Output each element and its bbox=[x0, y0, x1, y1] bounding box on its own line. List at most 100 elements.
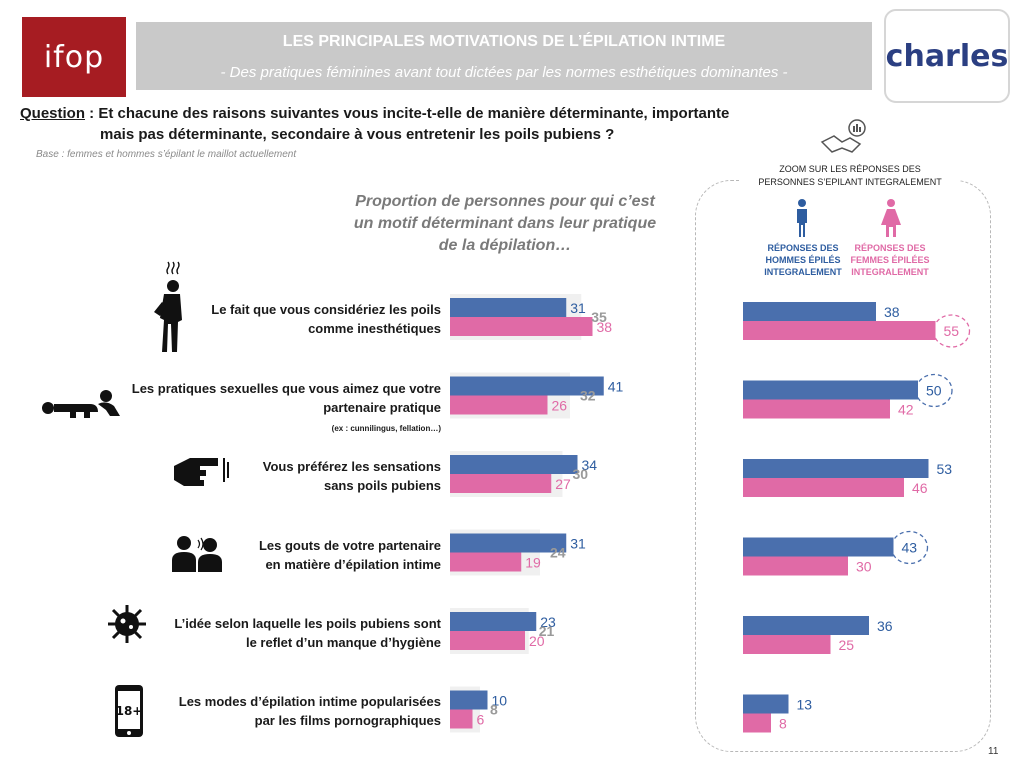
zoom-women-value-label: 55 bbox=[944, 323, 960, 339]
highlight-circle bbox=[932, 314, 971, 348]
headline-line3: de la dépilation… bbox=[438, 237, 572, 254]
men-value-label: 31 bbox=[570, 536, 586, 552]
zoom-women-value-label: 42 bbox=[898, 402, 914, 418]
header-band bbox=[136, 22, 872, 90]
total-value-label: 21 bbox=[539, 623, 555, 639]
zoom-women-bar bbox=[743, 399, 890, 419]
zoom-men-bar bbox=[743, 459, 929, 478]
zoom-women-bar bbox=[743, 556, 848, 576]
row-label-2-note: (ex : cunnilingus, fellation…) bbox=[331, 424, 441, 433]
zoom-men-bar bbox=[743, 537, 894, 557]
total-value-label: 24 bbox=[550, 545, 566, 561]
row-label-3-line2: sans poils pubiens bbox=[323, 478, 441, 493]
headline-line2: un motif déterminant dans leur pratique bbox=[353, 215, 657, 232]
women-bar bbox=[450, 631, 525, 650]
ifop-logo-text: ifop bbox=[43, 39, 105, 75]
men-bar bbox=[450, 298, 567, 317]
men-value-label: 41 bbox=[608, 379, 624, 395]
adult-18-phone-icon: 18+ bbox=[115, 685, 143, 737]
zoom-women-value-label: 30 bbox=[856, 559, 872, 575]
highlight-circle bbox=[890, 530, 929, 565]
zoom-women-value-label: 8 bbox=[779, 716, 787, 732]
row-label-1-line2: comme inesthétiques bbox=[308, 321, 441, 336]
zoom-men-bar bbox=[743, 380, 918, 400]
zoom-men-value-label: 38 bbox=[884, 304, 900, 320]
men-bar bbox=[450, 376, 604, 396]
men-bar bbox=[450, 455, 578, 474]
zoom-title-line1: ZOOM SUR LES RÉPONSES DES bbox=[779, 164, 921, 174]
total-value-label: 8 bbox=[490, 702, 498, 718]
zoom-women-bar bbox=[743, 713, 771, 733]
sexual-practice-icon bbox=[42, 390, 120, 418]
headline-line1: Proportion de personnes pour qui c’est bbox=[355, 193, 655, 210]
women-label-line2: FEMMES ÉPILÉES bbox=[850, 255, 930, 265]
zoom-bar-chart: 38 55 50 42 53 46 43 30 36 25 13 8 bbox=[743, 302, 971, 733]
ifop-logo: ifop bbox=[22, 17, 126, 97]
zoom-title: ZOOM SUR LES RÉPONSES DES PERSONNES S’EP… bbox=[740, 163, 960, 189]
zoom-men-value-label: 53 bbox=[937, 461, 953, 477]
zoom-title-line2: PERSONNES S’EPILANT INTEGRALEMENT bbox=[758, 177, 942, 187]
chart-headline: Proportion de personnes pour qui c’est u… bbox=[320, 191, 690, 257]
total-value-label: 30 bbox=[573, 466, 589, 482]
men-label-line1: RÉPONSES DES bbox=[767, 243, 839, 253]
women-value-label: 19 bbox=[525, 555, 541, 571]
highlight-circle bbox=[915, 373, 953, 408]
page-number: 11 bbox=[988, 746, 999, 757]
charles-logo: charles bbox=[884, 9, 1010, 103]
women-bar bbox=[450, 552, 522, 572]
svg-text:18+: 18+ bbox=[116, 704, 143, 718]
row-label-4-line1: Les gouts de votre partenaire bbox=[258, 538, 441, 553]
total-value-label: 32 bbox=[580, 388, 596, 404]
zoom-women-value-label: 46 bbox=[912, 480, 928, 496]
total-value-label: 35 bbox=[591, 309, 607, 325]
zoom-men-value-label: 43 bbox=[902, 540, 918, 556]
page-subtitle: - Des pratiques féminines avant tout dic… bbox=[220, 64, 788, 81]
row-label-3-line1: Vous préférez les sensations bbox=[262, 459, 441, 474]
row-label-2-line1: Les pratiques sexuelles que vous aimez q… bbox=[131, 381, 441, 396]
shaving-man-icon bbox=[154, 261, 182, 352]
row-label-5: L’idée selon laquelle les poils pubiens … bbox=[174, 614, 441, 652]
zoom-men-bar bbox=[743, 616, 869, 635]
men-value-label: 10 bbox=[492, 693, 508, 709]
row-label-6: Les modes d’épilation intime popularisée… bbox=[179, 692, 441, 730]
women-label-line3: INTEGRALEMENT bbox=[851, 267, 929, 277]
row-label-3: Vous préférez les sensations sans poils … bbox=[263, 457, 441, 495]
women-bar bbox=[450, 317, 593, 336]
row-label-2: Les pratiques sexuelles que vous aimez q… bbox=[132, 379, 441, 438]
men-label-line2: HOMMES ÉPILÉS bbox=[765, 255, 841, 265]
question-line1: : Et chacune des raisons suivantes vous … bbox=[85, 105, 730, 122]
row-label-1: Le fait que vous considériez les poils c… bbox=[211, 300, 441, 338]
zoom-men-bar bbox=[743, 302, 876, 321]
zoom-women-bar bbox=[743, 635, 831, 654]
women-value-label: 6 bbox=[477, 712, 485, 728]
man-icon bbox=[797, 199, 807, 237]
base-note: Base : femmes et hommes s’épilant le mai… bbox=[36, 149, 297, 160]
women-label-line1: RÉPONSES DES bbox=[854, 243, 926, 253]
row-label-4: Les gouts de votre partenaire en matière… bbox=[259, 536, 441, 574]
men-bar bbox=[450, 533, 567, 553]
row-label-5-line1: L’idée selon laquelle les poils pubiens … bbox=[174, 616, 441, 631]
row-label-5-line2: le reflet d’un manque d’hygiène bbox=[245, 635, 441, 650]
charles-logo-text: charles bbox=[885, 38, 1009, 74]
couple-icon bbox=[172, 536, 222, 572]
women-series-label: RÉPONSES DES FEMMES ÉPILÉES INTEGRALEMEN… bbox=[845, 242, 935, 278]
zoom-men-value-label: 36 bbox=[877, 618, 893, 634]
women-bar bbox=[450, 709, 473, 729]
woman-icon bbox=[881, 199, 901, 237]
question-label: Question bbox=[20, 105, 86, 122]
women-bar bbox=[450, 395, 548, 415]
row-label-1-line1: Le fait que vous considériez les poils bbox=[211, 302, 441, 317]
question: Question : Et chacune des raisons suivan… bbox=[20, 103, 780, 145]
men-value-label: 34 bbox=[582, 457, 598, 473]
zoom-men-bar bbox=[743, 694, 789, 714]
men-value-label: 23 bbox=[540, 614, 556, 630]
zoom-women-value-label: 25 bbox=[839, 637, 855, 653]
men-bar bbox=[450, 690, 488, 710]
women-value-label: 20 bbox=[529, 633, 545, 649]
zoom-men-value-label: 13 bbox=[797, 697, 813, 713]
row-label-6-line1: Les modes d’épilation intime popularisée… bbox=[178, 694, 441, 709]
zoom-women-bar bbox=[743, 478, 904, 497]
men-series-label: RÉPONSES DES HOMMES ÉPILÉS INTEGRALEMENT bbox=[758, 242, 848, 278]
women-value-label: 38 bbox=[597, 319, 613, 335]
